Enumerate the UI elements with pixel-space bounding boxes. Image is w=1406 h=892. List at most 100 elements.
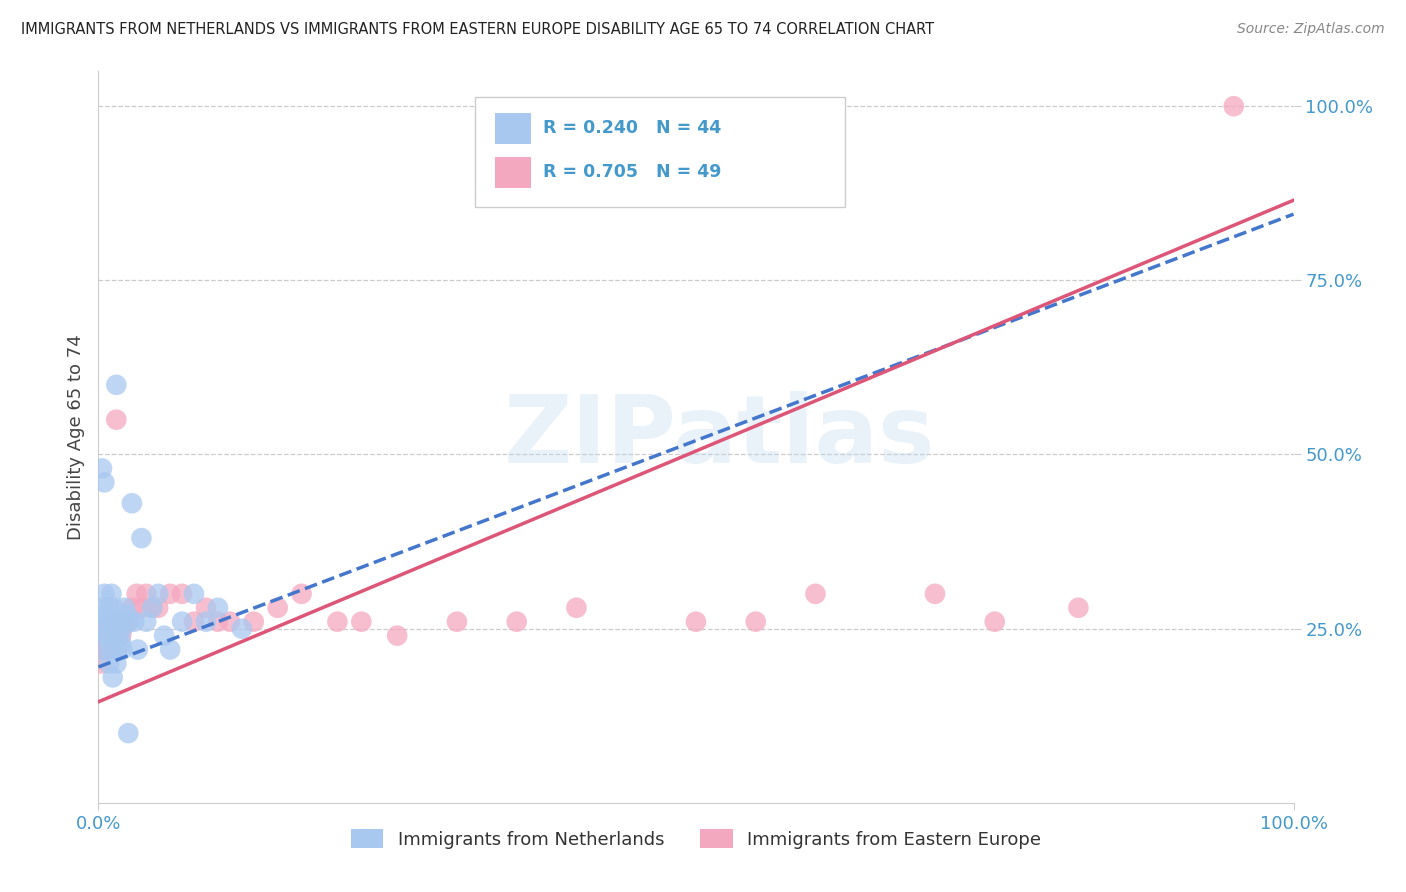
Point — [745, 615, 768, 629]
Point — [117, 615, 139, 629]
Text: R = 0.240   N = 44: R = 0.240 N = 44 — [543, 120, 721, 137]
Bar — [495, 157, 531, 187]
Point — [326, 615, 349, 629]
Point — [108, 615, 131, 629]
Point — [97, 615, 120, 629]
Point — [685, 615, 707, 629]
Point — [141, 600, 163, 615]
Point — [385, 629, 409, 643]
Point — [195, 615, 218, 629]
Point — [110, 629, 132, 643]
Point — [148, 600, 170, 615]
Point — [195, 600, 218, 615]
Text: ZIPatlas: ZIPatlas — [505, 391, 935, 483]
Point — [111, 622, 134, 636]
Point — [446, 615, 468, 629]
Point — [91, 642, 114, 657]
Point — [100, 622, 122, 636]
Point — [183, 587, 205, 601]
Point — [172, 615, 194, 629]
Point — [91, 622, 114, 636]
Text: R = 0.705   N = 49: R = 0.705 N = 49 — [543, 163, 721, 181]
Point — [159, 587, 181, 601]
Point — [207, 600, 229, 615]
Point — [107, 629, 129, 643]
Point — [118, 615, 141, 629]
Point — [115, 607, 138, 622]
Point — [172, 587, 194, 601]
Point — [267, 600, 290, 615]
Point — [96, 629, 118, 643]
Point — [506, 615, 529, 629]
Point — [91, 461, 114, 475]
Point — [117, 726, 139, 740]
Point — [183, 615, 205, 629]
Bar — [495, 113, 531, 144]
Point — [131, 531, 153, 545]
Point — [91, 629, 114, 643]
Point — [101, 615, 124, 629]
Point — [97, 642, 120, 657]
Point — [124, 615, 146, 629]
Y-axis label: Disability Age 65 to 74: Disability Age 65 to 74 — [66, 334, 84, 540]
Point — [231, 622, 253, 636]
Point — [243, 615, 266, 629]
Point — [103, 600, 125, 615]
Point — [111, 642, 134, 657]
Point — [98, 622, 121, 636]
Point — [98, 642, 122, 657]
Point — [107, 642, 129, 657]
Point — [121, 496, 143, 510]
Point — [114, 615, 136, 629]
Point — [105, 412, 128, 426]
Legend: Immigrants from Netherlands, Immigrants from Eastern Europe: Immigrants from Netherlands, Immigrants … — [343, 822, 1049, 856]
Point — [98, 629, 122, 643]
Point — [100, 587, 122, 601]
Point — [141, 600, 163, 615]
Point — [153, 629, 176, 643]
Point — [1223, 99, 1246, 113]
Point — [135, 615, 157, 629]
Point — [104, 622, 127, 636]
Point — [107, 642, 129, 657]
Point — [350, 615, 373, 629]
Point — [127, 642, 149, 657]
Point — [104, 629, 127, 643]
Text: IMMIGRANTS FROM NETHERLANDS VS IMMIGRANTS FROM EASTERN EUROPE DISABILITY AGE 65 : IMMIGRANTS FROM NETHERLANDS VS IMMIGRANT… — [21, 22, 934, 37]
Point — [125, 587, 148, 601]
Point — [219, 615, 242, 629]
Point — [110, 635, 132, 649]
Point — [101, 670, 124, 684]
Point — [96, 629, 118, 643]
Point — [121, 600, 143, 615]
Point — [1067, 600, 1090, 615]
Point — [135, 587, 157, 601]
Point — [565, 600, 588, 615]
Point — [91, 600, 114, 615]
Point — [90, 642, 112, 657]
Point — [101, 629, 124, 643]
Point — [148, 587, 170, 601]
Point — [96, 629, 118, 643]
Point — [98, 600, 121, 615]
Point — [984, 615, 1007, 629]
Point — [107, 629, 129, 643]
Point — [93, 642, 115, 657]
Point — [90, 657, 112, 671]
Point — [159, 642, 181, 657]
Point — [207, 615, 229, 629]
Point — [804, 587, 827, 601]
Point — [103, 615, 125, 629]
Point — [114, 600, 136, 615]
Point — [111, 622, 134, 636]
Text: Source: ZipAtlas.com: Source: ZipAtlas.com — [1237, 22, 1385, 37]
Point — [105, 657, 128, 671]
Point — [105, 377, 128, 392]
Point — [94, 607, 117, 622]
Point — [93, 587, 115, 601]
Point — [924, 587, 946, 601]
Point — [93, 475, 115, 490]
Point — [94, 622, 117, 636]
Point — [291, 587, 314, 601]
Point — [98, 657, 121, 671]
